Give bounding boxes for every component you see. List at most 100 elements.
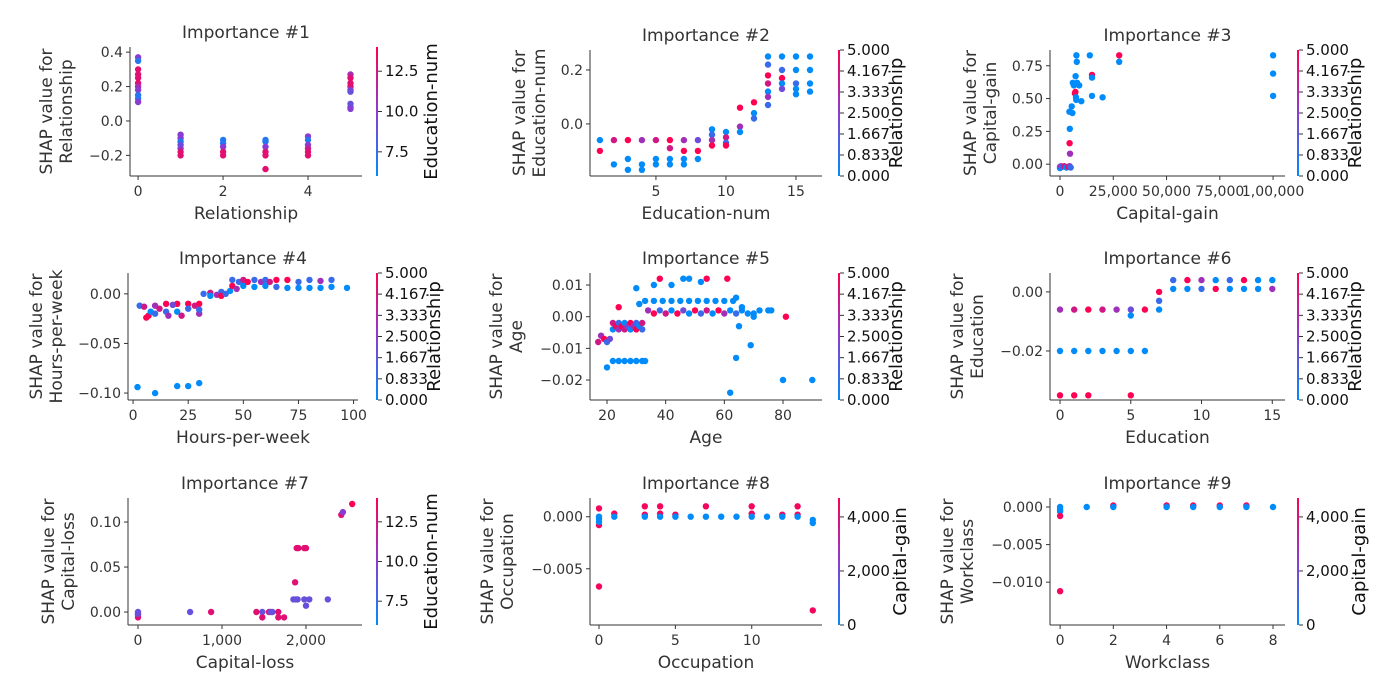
data-point — [200, 290, 207, 297]
y-axis-label: Workclass — [958, 519, 978, 604]
y-axis-label: Education — [968, 294, 988, 379]
y-axis-label: Relationship — [57, 59, 77, 163]
data-point — [174, 382, 181, 390]
data-point — [156, 305, 163, 312]
data-point — [621, 357, 628, 365]
data-point — [764, 53, 772, 60]
data-point — [595, 338, 602, 346]
y-axis-label: Hours-per-week — [47, 269, 67, 403]
y-tick-label: −0.02 — [1000, 344, 1043, 360]
colorbar-tick-label: 0.833 — [847, 370, 890, 388]
data-point — [708, 131, 716, 138]
data-point — [764, 72, 772, 79]
data-point — [778, 53, 786, 60]
data-point — [1254, 276, 1262, 284]
y-tick-label: 0.05 — [90, 560, 121, 576]
panel-title: Importance #9 — [1104, 474, 1232, 494]
data-point — [347, 88, 354, 95]
data-point — [273, 276, 280, 284]
data-point — [650, 297, 658, 305]
data-point — [151, 389, 159, 397]
x-axis-label: Capital-gain — [1116, 204, 1218, 224]
x-tick-label: 75,000 — [1195, 184, 1244, 200]
data-point — [656, 275, 663, 282]
colorbar-tick-label: 1.667 — [385, 349, 428, 367]
data-point — [595, 518, 603, 526]
y-axis-label: SHAP value for — [938, 498, 958, 624]
y-tick-label: 0.2 — [101, 80, 123, 96]
panel-7: Importance #7 0 1,000 2,000 0.00 0.05 0.10 Capi… — [39, 474, 442, 673]
x-axis-label: Hours-per-week — [176, 428, 310, 448]
data-point — [151, 310, 159, 317]
y-tick-label: 0.00 — [1012, 157, 1043, 173]
data-point — [736, 128, 744, 136]
colorbar-tick-label: 2.500 — [1306, 328, 1349, 346]
data-point — [674, 310, 681, 317]
colorbar-tick-label: 5.000 — [847, 41, 890, 59]
colorbar — [838, 273, 840, 400]
x-tick-label: 15 — [1263, 408, 1281, 424]
data-point — [736, 104, 744, 111]
x-tick-label: 5 — [1126, 408, 1135, 424]
data-point — [809, 607, 816, 614]
y-axis-label: SHAP value for — [27, 273, 47, 399]
data-point — [349, 500, 356, 508]
y-tick-label: 0.50 — [1012, 92, 1043, 108]
colorbar-tick-label: 0.000 — [1306, 167, 1349, 185]
data-point — [1069, 109, 1076, 117]
x-tick-label: 50,000 — [1142, 184, 1191, 200]
data-point — [1155, 288, 1163, 296]
data-point — [1085, 306, 1092, 313]
data-point — [1073, 58, 1081, 65]
data-point — [709, 310, 716, 317]
data-point — [778, 80, 786, 87]
colorbar-label: Capital-gain — [1349, 507, 1370, 615]
data-point — [794, 513, 801, 520]
panel-title: Importance #2 — [642, 26, 770, 46]
data-point — [639, 326, 646, 333]
data-point — [1072, 88, 1079, 96]
data-point — [1083, 503, 1090, 511]
data-point — [1254, 285, 1262, 293]
data-point — [134, 74, 142, 82]
y-tick-label: 0.75 — [1012, 59, 1043, 75]
data-point — [764, 101, 772, 109]
data-point — [1155, 297, 1163, 304]
x-tick-label: 25 — [179, 408, 197, 424]
data-point — [169, 301, 176, 308]
colorbar-tick-label: 5.000 — [385, 264, 428, 282]
data-point — [727, 307, 734, 314]
data-point — [1116, 58, 1123, 65]
x-axis-label: Education-num — [642, 204, 771, 224]
x-tick-label: 0 — [129, 408, 138, 424]
colorbar-tick-label: 5.000 — [847, 264, 890, 282]
colorbar-tick-label: 2.500 — [847, 104, 890, 122]
colorbar-tick-label: 3.333 — [385, 306, 428, 324]
data-point — [177, 152, 184, 159]
data-point — [672, 513, 679, 520]
colorbar-tick-label: 4.167 — [847, 62, 890, 80]
y-tick-label: −0.10 — [78, 386, 121, 402]
panel-title: Importance #3 — [1104, 26, 1232, 46]
data-point — [708, 136, 716, 144]
data-point — [262, 143, 269, 150]
data-point — [185, 305, 192, 312]
colorbar-tick-label: 0.000 — [847, 391, 890, 409]
x-tick-label: 25,000 — [1089, 184, 1138, 200]
colorbar — [376, 273, 378, 400]
data-point — [1116, 52, 1123, 59]
colorbar-tick-label: 4.167 — [385, 285, 428, 303]
data-point — [1226, 276, 1234, 284]
panel-title: Importance #4 — [179, 249, 307, 269]
data-point — [641, 503, 648, 510]
x-axis-label: Age — [690, 428, 723, 448]
data-point — [697, 310, 705, 317]
y-axis-label: SHAP value for — [37, 48, 57, 174]
data-point — [1066, 150, 1074, 157]
y-axis-label: Capital-gain — [981, 62, 1001, 164]
data-point — [134, 98, 142, 106]
data-point — [603, 364, 611, 371]
x-tick-label: 2 — [1109, 633, 1118, 649]
data-point — [750, 109, 758, 117]
data-point — [694, 136, 702, 144]
